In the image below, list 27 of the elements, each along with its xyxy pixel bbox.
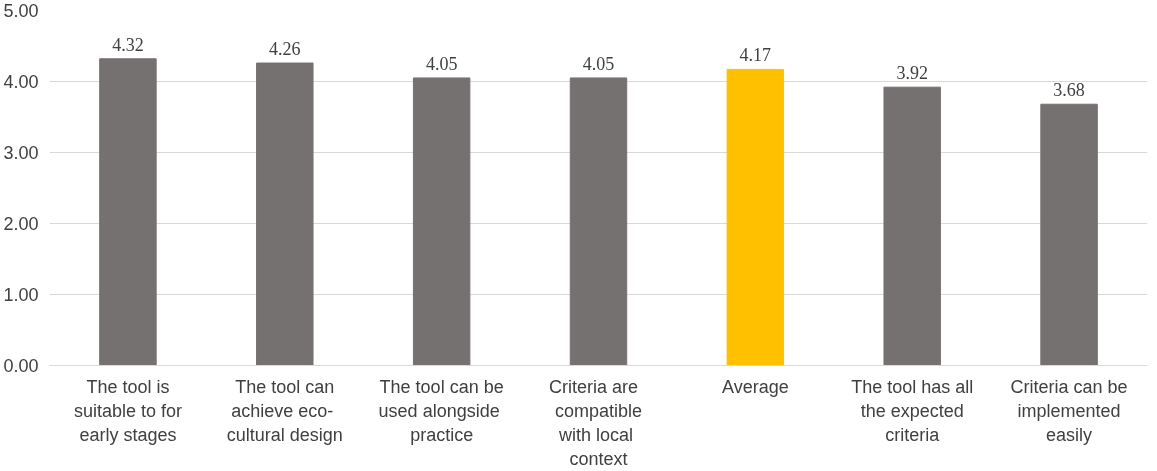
x-tick-label: The tool can achieve eco- cultural design bbox=[226, 376, 343, 445]
bar bbox=[256, 62, 314, 366]
bar bbox=[412, 77, 471, 366]
x-tick-label: Criteria can be implemented easily bbox=[1010, 376, 1128, 445]
y-tick-label: 1.00 bbox=[3, 285, 39, 305]
y-tick-label: 0.00 bbox=[3, 356, 39, 376]
y-tick-label: 3.00 bbox=[3, 143, 39, 163]
bar bbox=[569, 77, 628, 366]
bar bbox=[883, 86, 941, 366]
x-tick-label: The tool can be used alongside practice bbox=[378, 376, 504, 445]
data-label: 4.26 bbox=[269, 39, 301, 60]
x-tick-label: The tool is suitable to for early stages bbox=[73, 376, 182, 445]
y-tick-label: 4.00 bbox=[3, 72, 39, 92]
data-label: 3.92 bbox=[896, 63, 928, 84]
bar bbox=[99, 58, 157, 366]
bar bbox=[1040, 103, 1098, 366]
x-tick-label: The tool has all the expected criteria bbox=[851, 376, 974, 445]
x-tick-label: Average bbox=[722, 376, 789, 397]
data-label: 4.32 bbox=[112, 34, 144, 55]
data-label: 4.05 bbox=[425, 53, 458, 74]
data-label: 4.05 bbox=[582, 53, 615, 74]
bar bbox=[726, 68, 785, 366]
y-tick-label: 2.00 bbox=[3, 214, 39, 234]
y-tick-label: 5.00 bbox=[3, 1, 39, 21]
data-label: 3.68 bbox=[1053, 80, 1085, 101]
data-label: 4.17 bbox=[739, 45, 772, 66]
x-tick-label: Criteria are compatible with local context bbox=[548, 376, 643, 469]
